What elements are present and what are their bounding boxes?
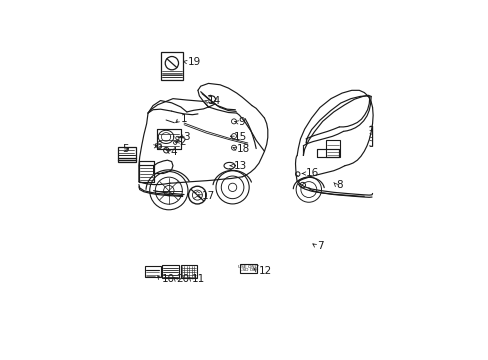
Text: 17: 17	[202, 191, 215, 201]
Text: 10: 10	[161, 274, 174, 284]
Text: 3: 3	[183, 132, 190, 141]
Text: 11: 11	[191, 274, 204, 284]
Text: 19: 19	[187, 57, 200, 67]
Text: 20: 20	[176, 274, 189, 284]
Text: 18: 18	[236, 144, 249, 153]
Text: 16: 16	[305, 168, 319, 179]
Text: 1: 1	[181, 114, 187, 124]
Text: 2: 2	[179, 136, 185, 147]
Text: 8: 8	[336, 180, 343, 190]
Bar	[181, 265, 197, 278]
Text: 13: 13	[233, 161, 247, 171]
Bar	[240, 264, 256, 273]
Text: 12: 12	[258, 266, 271, 276]
Bar	[160, 52, 183, 80]
Text: 6: 6	[155, 141, 161, 151]
FancyBboxPatch shape	[155, 144, 161, 147]
Text: 4: 4	[170, 147, 177, 157]
Text: 7: 7	[317, 242, 323, 251]
Text: LSD OIL: LSD OIL	[240, 268, 256, 272]
Bar	[162, 265, 179, 278]
Text: USE ONLY: USE ONLY	[237, 265, 258, 269]
Bar	[325, 140, 339, 157]
Text: 14: 14	[208, 96, 221, 107]
Bar	[145, 266, 160, 278]
Bar	[117, 147, 136, 162]
Text: 9: 9	[238, 117, 244, 127]
Text: 15: 15	[233, 132, 247, 143]
Text: 5: 5	[122, 144, 129, 154]
